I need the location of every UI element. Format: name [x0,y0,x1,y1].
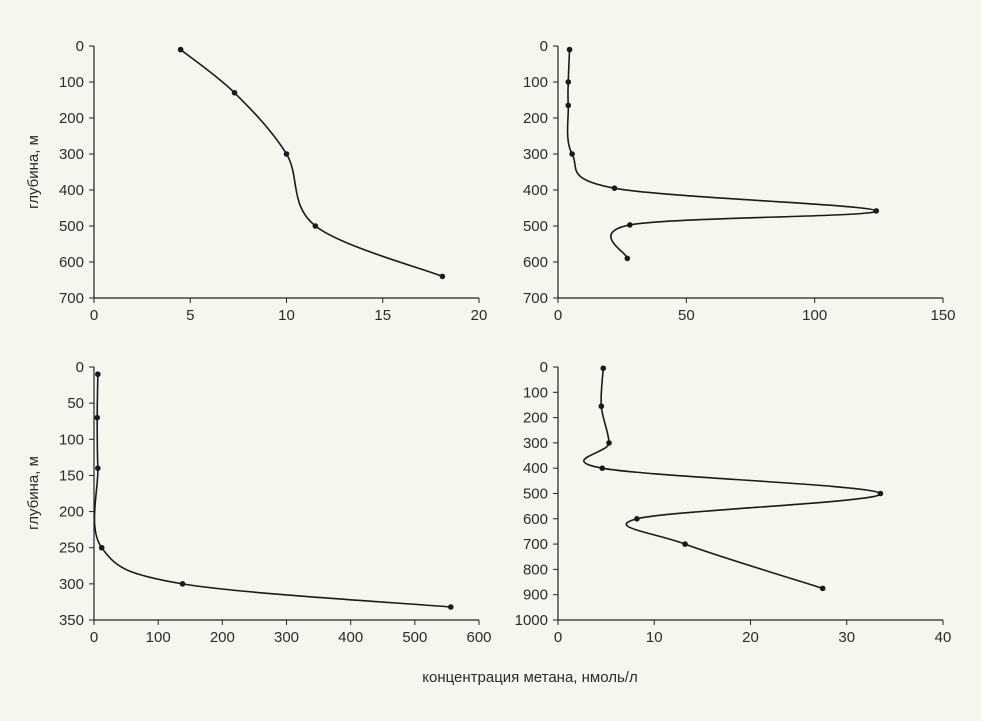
x-tick-label: 150 [930,307,955,324]
data-point [611,185,618,191]
chart-panel-top-left: 0 100 200 300 400 500 600 700 0 5 10 15 20 глубина, м [25,38,487,324]
data-point [819,585,826,592]
series-line [566,49,878,259]
y-tick-label: 100 [59,431,84,448]
y-tick-label: 600 [523,511,548,528]
data-point [598,403,605,410]
y-tick-label: 100 [523,384,548,401]
y-tick-label: 700 [59,290,84,307]
common-x-axis-label: концентрация метана, нмоль/л [422,669,637,686]
data-point [566,46,573,53]
y-tick-label: 0 [76,359,84,376]
y-tick-label: 400 [59,182,84,199]
x-tick-label: 5 [186,307,194,324]
y-tick-label: 200 [523,410,548,427]
y-tick-label: 500 [523,218,548,235]
data-point [94,414,101,421]
x-tick-label: 0 [90,629,98,646]
x-tick-label: 0 [554,629,562,646]
data-point [179,581,186,587]
data-point [231,90,238,96]
x-tick-label: 20 [471,307,488,324]
y-tick-label: 300 [523,435,548,452]
chart-panel-top-right: 0 100 200 300 400 500 600 700 0 50 100 150 [523,38,956,324]
y-tick-label: 500 [523,486,548,503]
x-tick-label: 100 [802,307,827,324]
y-tick-label: 700 [523,536,548,553]
data-point [682,541,688,547]
x-tick-label: 20 [742,629,759,646]
y-tick-label: 600 [523,254,548,271]
y-tick-label: 0 [540,359,548,376]
x-tick-label: 0 [90,307,98,324]
data-point [877,490,884,497]
x-tick-label: 400 [338,629,363,646]
x-tick-label: 600 [466,629,491,646]
x-tick-label: 300 [274,629,299,646]
x-tick-label: 200 [210,629,235,646]
data-point [95,371,101,378]
x-tick-label: 30 [838,629,855,646]
data-point [177,46,184,53]
data-point [447,604,454,610]
y-tick-label: 300 [59,146,84,163]
y-tick-label: 350 [59,612,84,629]
y-tick-label: 0 [540,38,548,55]
y-tick-label: 50 [67,395,84,412]
chart-panel-bottom-right: 0 100 200 300 400 500 600 700 800 900 1000 0 10 20 30 4… [515,359,952,646]
y-axis-label: глубина, м [25,456,42,530]
y-tick-label: 250 [59,540,84,557]
data-point [565,102,572,109]
data-point [312,223,319,229]
y-tick-label: 1000 [515,612,548,629]
data-point [98,544,105,551]
x-tick-label: 100 [146,629,171,646]
chart-panel-bottom-left: 0 50 100 150 200 250 300 350 0 100 200 300 400 500 600… [25,359,492,646]
x-tick-label: 50 [678,307,695,324]
x-tick-label: 15 [374,307,391,324]
x-tick-label: 10 [646,629,663,646]
data-point [600,365,607,372]
x-tick-label: 10 [278,307,295,324]
data-point [565,79,572,85]
y-tick-label: 600 [59,254,84,271]
y-tick-label: 100 [523,74,548,91]
y-tick-label: 900 [523,587,548,604]
data-point [599,465,606,472]
data-point [873,208,880,214]
y-tick-label: 300 [523,146,548,163]
y-tick-label: 700 [523,290,548,307]
y-tick-label: 800 [523,561,548,578]
y-axis-label: глубина, м [25,135,42,209]
y-tick-label: 500 [59,218,84,235]
x-tick-label: 0 [554,307,562,324]
data-point [606,440,612,446]
y-tick-label: 100 [59,74,84,91]
y-tick-label: 200 [59,110,84,127]
y-tick-label: 200 [59,504,84,521]
y-tick-label: 300 [59,576,84,593]
y-tick-label: 200 [523,110,548,127]
y-tick-label: 150 [59,467,84,484]
series-line [180,48,443,278]
data-point [624,255,631,262]
x-tick-label: 500 [402,629,427,646]
x-tick-label: 40 [935,629,952,646]
y-tick-label: 400 [523,182,548,199]
data-point [627,222,633,228]
data-point [634,516,640,522]
data-point [283,151,290,157]
series-line [583,368,882,590]
y-tick-label: 0 [76,38,84,55]
y-tick-label: 400 [523,460,548,477]
data-point [569,151,575,157]
data-point [439,273,446,280]
data-point [95,465,101,472]
